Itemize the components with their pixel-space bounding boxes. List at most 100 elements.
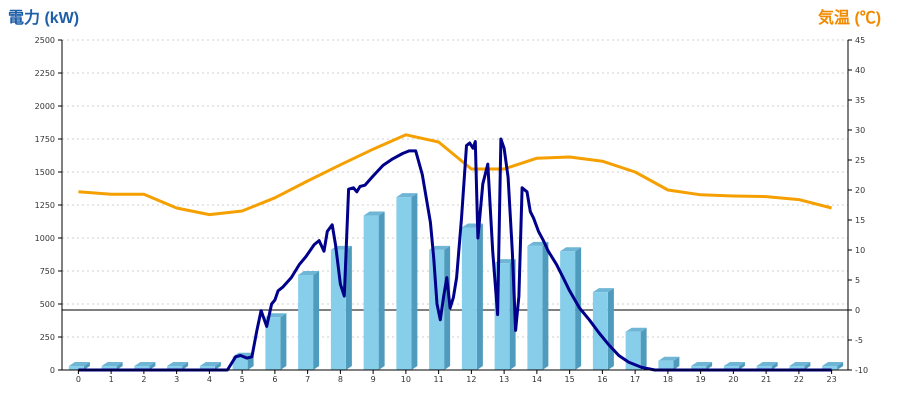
x-tick-label: 23 <box>827 375 837 384</box>
left-tick-label: 500 <box>40 300 55 309</box>
right-tick-label: 10 <box>855 246 865 255</box>
bar-front <box>592 292 608 370</box>
power-bar <box>723 362 745 370</box>
right-tick-label: 0 <box>855 306 860 315</box>
power-bar <box>134 362 156 370</box>
bar-front <box>625 331 641 370</box>
bar-top <box>68 362 90 367</box>
bar-front <box>232 356 248 370</box>
bar-top <box>134 362 156 367</box>
bar-top <box>658 356 680 361</box>
x-tick-label: 3 <box>174 375 179 384</box>
bar-top <box>167 362 189 367</box>
bar-front <box>330 249 346 370</box>
axes <box>58 39 852 374</box>
bar-front <box>363 215 379 370</box>
left-tick-label: 1250 <box>35 201 55 210</box>
right-tick-label: 45 <box>855 36 865 45</box>
left-tick-label: 1750 <box>35 135 55 144</box>
power-bar <box>298 270 320 370</box>
bar-front <box>265 317 281 370</box>
x-tick-label: 0 <box>76 375 81 384</box>
bar-front <box>691 366 707 370</box>
x-tick-label: 7 <box>305 375 310 384</box>
power-bars <box>68 193 844 370</box>
bar-top <box>298 270 320 275</box>
bar-side <box>640 327 647 370</box>
x-tick-label: 11 <box>434 375 444 384</box>
bar-front <box>134 366 150 370</box>
gridlines <box>62 39 848 338</box>
left-tick-label: 2000 <box>35 102 55 111</box>
power-bar <box>265 313 287 370</box>
power-bar <box>527 241 549 370</box>
bar-front <box>101 366 117 370</box>
left-tick-label: 2500 <box>35 36 55 45</box>
x-tick-label: 15 <box>565 375 575 384</box>
power-bar <box>658 356 680 370</box>
x-tick-label: 19 <box>696 375 706 384</box>
power-bar <box>330 245 352 370</box>
bar-top <box>560 247 582 252</box>
bar-front <box>429 249 445 370</box>
bar-front <box>723 366 739 370</box>
bar-top <box>756 362 778 367</box>
right-tick-label: 30 <box>855 126 865 135</box>
power-bar <box>363 211 385 370</box>
left-tick-label: 1000 <box>35 234 55 243</box>
bar-front <box>167 366 183 370</box>
bar-front <box>199 366 215 370</box>
bar-side <box>607 288 614 370</box>
left-tick-label: 1500 <box>35 168 55 177</box>
right-tick-label: -5 <box>855 336 863 345</box>
x-tick-label: 17 <box>630 375 640 384</box>
power-bar <box>625 327 647 370</box>
left-axis-label: 電力 (kW) <box>8 8 79 27</box>
bar-top <box>592 288 614 293</box>
x-tick-label: 2 <box>141 375 146 384</box>
bar-front <box>658 360 674 370</box>
bar-front <box>527 245 543 370</box>
x-tick-label: 4 <box>207 375 212 384</box>
bar-front <box>68 366 84 370</box>
bar-front <box>298 274 314 370</box>
bar-side <box>542 241 549 370</box>
x-tick-label: 1 <box>109 375 114 384</box>
x-tick-label: 5 <box>240 375 245 384</box>
left-tick-label: 2250 <box>35 69 55 78</box>
x-tick-label: 16 <box>597 375 607 384</box>
x-tick-label: 6 <box>272 375 277 384</box>
bar-side <box>83 362 90 370</box>
power-line <box>78 137 832 372</box>
power-bar <box>756 362 778 370</box>
power-bar <box>199 362 221 370</box>
bar-front <box>789 366 805 370</box>
x-tick-label: 10 <box>401 375 411 384</box>
power-bar <box>691 362 713 370</box>
power-bar <box>167 362 189 370</box>
left-tick-label: 250 <box>40 333 55 342</box>
power-bar <box>396 193 418 370</box>
x-tick-label: 22 <box>794 375 804 384</box>
right-tick-label: 35 <box>855 96 865 105</box>
bar-front <box>461 227 477 370</box>
bar-front <box>560 251 576 370</box>
bar-side <box>673 356 680 370</box>
bar-front <box>822 366 838 370</box>
right-tick-label: 25 <box>855 156 865 165</box>
bar-top <box>822 362 844 367</box>
power-bar <box>68 362 90 370</box>
bar-side <box>116 362 123 370</box>
right-tick-label: 15 <box>855 216 865 225</box>
power-bar <box>101 362 123 370</box>
right-tick-label: 40 <box>855 66 865 75</box>
right-axis-label: 気温 (℃) <box>818 8 881 27</box>
bar-top <box>101 362 123 367</box>
power-bar <box>789 362 811 370</box>
bar-side <box>214 362 221 370</box>
bar-side <box>706 362 713 370</box>
bar-top <box>199 362 221 367</box>
x-tick-label: 13 <box>499 375 509 384</box>
power-bar <box>461 223 483 370</box>
